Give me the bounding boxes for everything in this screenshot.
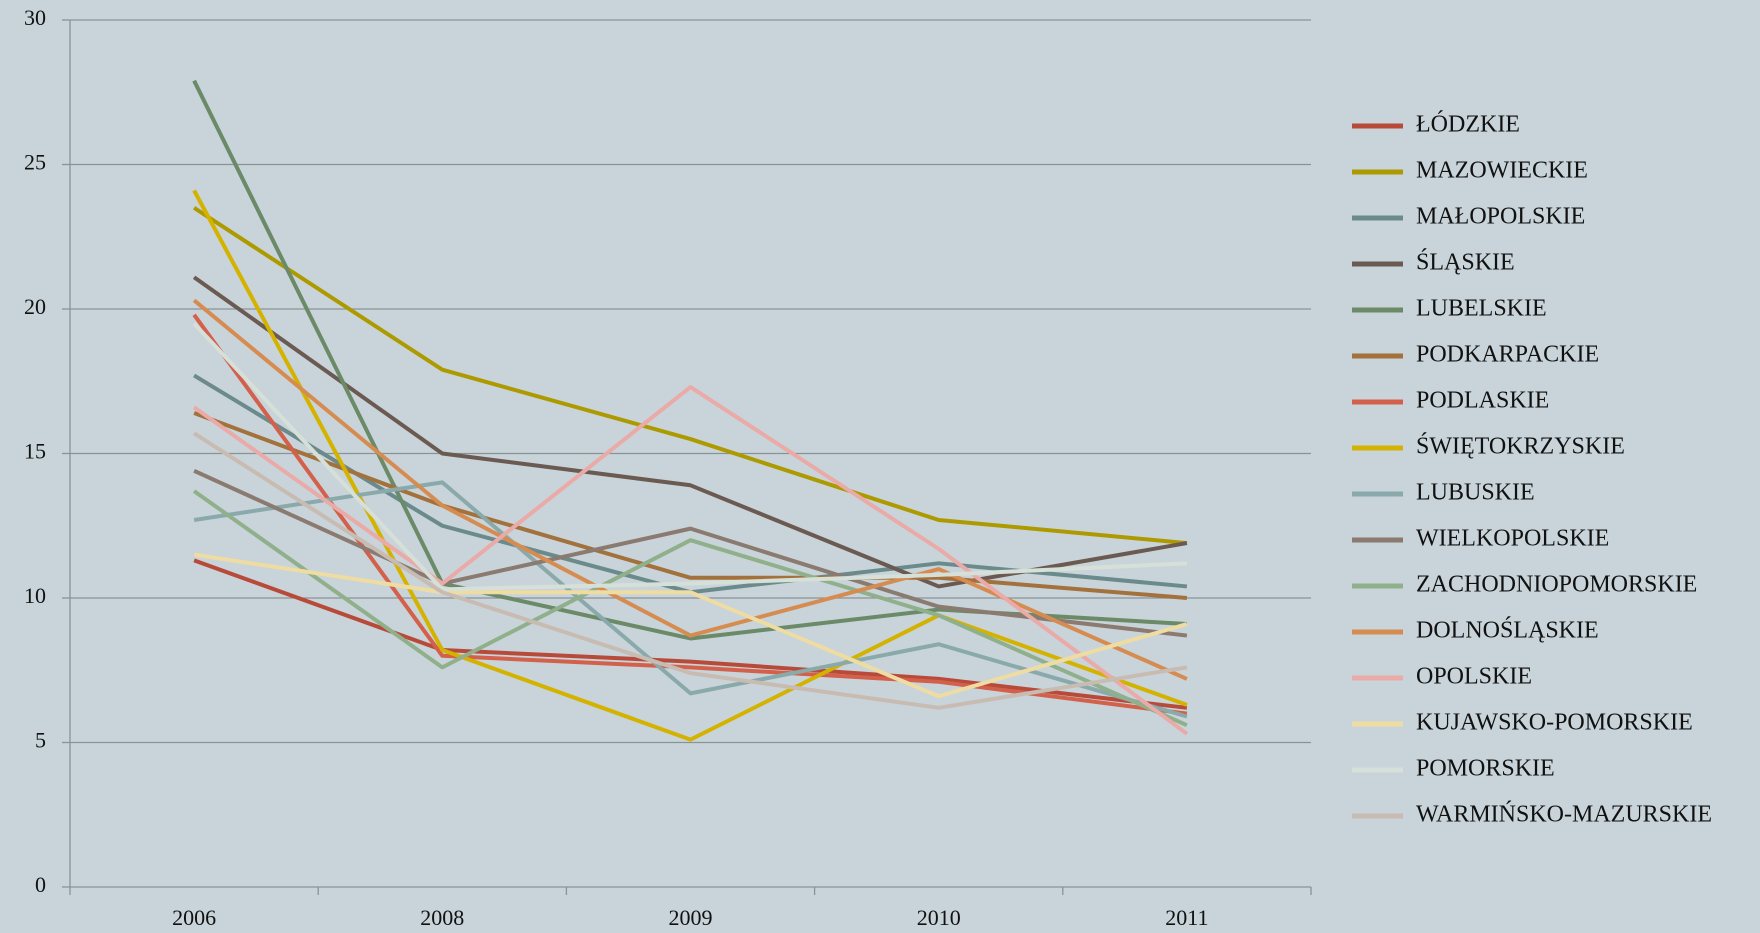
legend-label: DOLNOŚLĄSKIE (1416, 617, 1599, 644)
legend-label: OPOLSKIE (1416, 664, 1532, 690)
x-tick-label: 2008 (420, 905, 464, 930)
legend-label: WIELKOPOLSKIE (1416, 526, 1609, 552)
x-tick-label: 2010 (917, 905, 961, 930)
series-line (193, 558, 1188, 710)
x-tick-label: 2011 (1165, 905, 1208, 930)
series-line (192, 322, 1187, 592)
legend-label: PODKARPACKIE (1416, 342, 1599, 368)
y-tick-label: 5 (35, 728, 46, 753)
y-tick-label: 20 (24, 294, 46, 319)
legend-label: ŚLĄSKIE (1416, 249, 1515, 276)
series-line (192, 385, 1189, 736)
y-tick-label: 25 (24, 150, 46, 175)
y-tick-label: 15 (24, 439, 46, 464)
y-tick-label: 30 (24, 5, 46, 30)
legend-label: ZACHODNIOPOMORSKIE (1416, 572, 1697, 598)
series-line (193, 431, 1188, 710)
series-line (193, 469, 1188, 638)
y-tick-label: 0 (35, 872, 46, 897)
legend-label: WARMIŃSKO-MAZURSKIE (1416, 802, 1712, 828)
legend-label: ŁÓDZKIE (1416, 111, 1520, 138)
legend-label: LUBELSKIE (1416, 296, 1547, 322)
legend-label: LUBUSKIE (1416, 480, 1535, 506)
legend-label: MAZOWIECKIE (1416, 158, 1588, 184)
y-tick-label: 10 (24, 583, 46, 608)
series-line (192, 298, 1188, 681)
legend-label: POMORSKIE (1416, 756, 1555, 782)
legend-label: ŚWIĘTOKRZYSKIE (1416, 433, 1625, 460)
legend-label: PODLASKIE (1416, 388, 1549, 414)
x-tick-label: 2006 (172, 905, 216, 930)
legend-label: KUJAWSKO-POMORSKIE (1416, 710, 1693, 736)
series-line (193, 480, 1188, 719)
x-tick-label: 2009 (669, 905, 713, 930)
legend-label: MAŁOPOLSKIE (1416, 204, 1585, 230)
series-line (193, 411, 1188, 600)
series-line (193, 552, 1188, 699)
series-line (193, 206, 1188, 546)
series-line (192, 489, 1188, 727)
